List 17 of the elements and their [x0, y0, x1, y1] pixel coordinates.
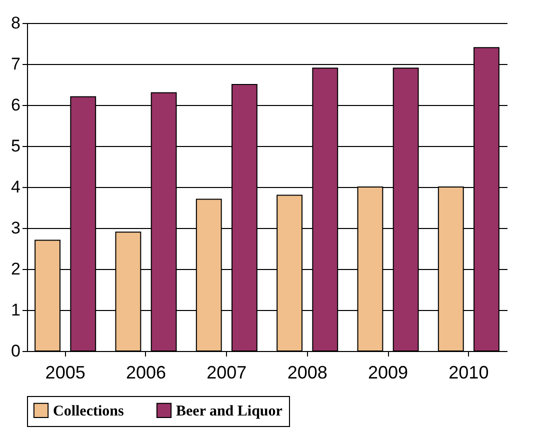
x-tick-label: 2007 — [206, 362, 247, 382]
y-tick-label: 0 — [11, 342, 20, 360]
y-tick-label: 2 — [11, 260, 20, 278]
y-tick-label: 4 — [11, 178, 20, 196]
legend-label: Collections — [53, 403, 124, 420]
y-tick-label: 7 — [11, 54, 20, 74]
x-tick-label: 2010 — [448, 362, 489, 382]
y-tick-label: 5 — [11, 136, 20, 156]
y-tick-label: 6 — [11, 96, 20, 114]
x-tick-label: 2006 — [126, 362, 166, 382]
y-tick-label: 8 — [11, 14, 20, 32]
legend-label: Beer and Liquor — [176, 403, 283, 420]
x-tick-label: 2009 — [368, 362, 408, 382]
x-tick-label: 2008 — [287, 362, 328, 382]
x-tick-label: 2005 — [45, 362, 86, 382]
y-tick-label: 3 — [11, 218, 20, 238]
y-tick-label: 1 — [11, 300, 20, 320]
